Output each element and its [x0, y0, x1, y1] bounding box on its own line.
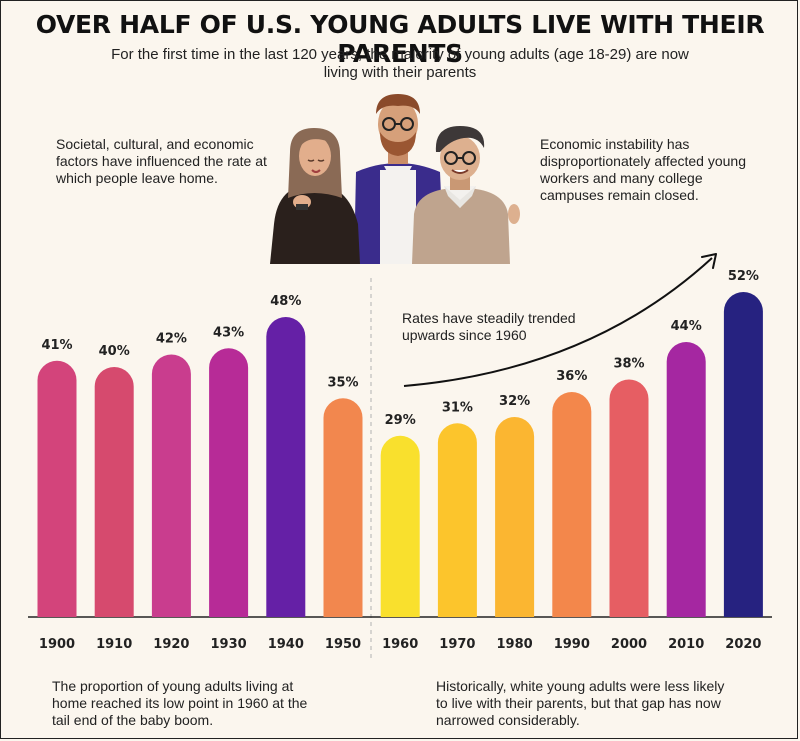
category-label-1930: 1930 [211, 637, 247, 652]
bar-1970 [437, 423, 477, 617]
value-label-1940: 48% [270, 294, 301, 309]
bar-1960 [380, 435, 420, 617]
category-label-2020: 2020 [725, 637, 761, 652]
value-label-1980: 32% [499, 394, 530, 409]
value-label-2020: 52% [728, 269, 759, 284]
category-label-2000: 2000 [611, 637, 647, 652]
page-title: OVER HALF OF U.S. YOUNG ADULTS LIVE WITH… [35, 10, 765, 68]
bar-1920 [151, 354, 191, 617]
bar-1910 [94, 367, 134, 617]
note-bottom-left: The proportion of young adults living at… [52, 678, 308, 728]
bar-1900 [37, 360, 77, 617]
trend-arrow-icon [403, 257, 713, 387]
category-label-1910: 1910 [96, 637, 132, 652]
value-label-1990: 36% [556, 369, 587, 384]
bar-1980 [495, 417, 535, 617]
bar-2010 [666, 342, 706, 617]
category-label-1940: 1940 [268, 637, 304, 652]
value-label-2010: 44% [671, 319, 702, 334]
page-subtitle: For the first time in the last 120 years… [111, 46, 689, 81]
value-label-1950: 35% [327, 375, 358, 390]
bar-1990 [552, 392, 592, 617]
bar-2000 [609, 379, 649, 617]
category-label-1920: 1920 [153, 637, 189, 652]
value-label-2000: 38% [613, 357, 644, 372]
category-label-1900: 1900 [39, 637, 75, 652]
category-label-2010: 2010 [668, 637, 704, 652]
bar-1930 [209, 348, 249, 617]
note-top-right: Economic instability has disproportionat… [540, 136, 746, 203]
bar-1950 [323, 398, 363, 617]
value-label-1900: 41% [41, 338, 72, 353]
category-label-1960: 1960 [382, 637, 418, 652]
category-label-1970: 1970 [439, 637, 475, 652]
note-bottom-right: Historically, white young adults were le… [436, 678, 725, 728]
note-trend: Rates have steadily trended upwards sinc… [402, 310, 576, 343]
value-label-1910: 40% [99, 344, 130, 359]
note-top-left: Societal, cultural, and economic factors… [56, 136, 267, 186]
value-label-1960: 29% [385, 413, 416, 428]
value-label-1970: 31% [442, 400, 473, 415]
category-label-1980: 1980 [497, 637, 533, 652]
family-illustration-icon [270, 94, 520, 264]
bar-1940 [266, 317, 306, 617]
category-label-1990: 1990 [554, 637, 590, 652]
arrowhead-icon [701, 253, 717, 269]
value-label-1920: 42% [156, 332, 187, 347]
category-label-1950: 1950 [325, 637, 361, 652]
bar-2020 [723, 292, 763, 617]
value-label-1930: 43% [213, 325, 244, 340]
